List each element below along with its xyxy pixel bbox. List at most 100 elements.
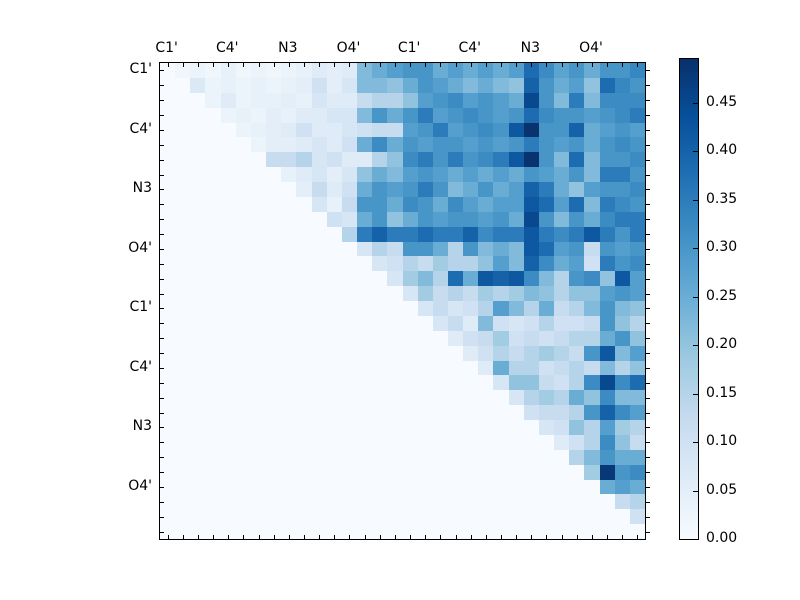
heatmap-cell [554,524,570,539]
heatmap-cell [281,241,297,257]
heatmap-cell [614,167,630,182]
heatmap-cell [569,122,585,138]
heatmap-cell [281,494,297,510]
axis-tick [607,535,609,539]
heatmap-cell [614,241,630,257]
axis-tick [379,535,381,539]
heatmap-cell [357,107,373,123]
heatmap-cell [478,434,494,450]
heatmap-cell [538,107,555,123]
axis-tick [410,63,412,67]
heatmap-cell [296,434,312,450]
axis-tick [516,535,518,539]
heatmap-cell [220,330,236,346]
axis-tick [258,63,260,67]
heatmap-cell [326,434,342,450]
heatmap-cell [599,226,615,242]
heatmap-cell [614,375,630,391]
axis-tick [160,501,164,503]
heatmap-cell [599,167,615,182]
heatmap-cell [523,241,539,257]
heatmap-cell [447,152,464,168]
heatmap-cell [523,167,539,182]
axis-tick [516,63,518,67]
axis-tick [501,63,503,67]
heatmap-cell [569,152,585,168]
heatmap-cell [372,256,388,272]
heatmap-cell [372,420,388,435]
heatmap-cell [372,464,388,480]
heatmap-cell [417,167,433,182]
heatmap-cell [250,315,267,331]
heatmap-cell [493,301,509,316]
heatmap-cell [584,479,600,495]
heatmap-cell [599,315,615,331]
heatmap-cell [508,196,524,212]
heatmap-cell [357,434,373,450]
heatmap-cell [538,152,555,168]
heatmap-cell [175,434,191,450]
heatmap-cell [341,524,358,539]
heatmap-cell [220,92,236,108]
axis-tick [645,323,650,325]
heatmap-cell [432,479,448,495]
heatmap-cell [508,420,524,435]
heatmap-cell [478,524,494,539]
heatmap-cell [387,226,403,242]
heatmap-cell [614,434,630,450]
heatmap-cell [629,479,645,495]
axis-tick [591,63,593,67]
heatmap-cell [584,449,600,465]
heatmap-cell [311,241,327,257]
heatmap-cell [493,345,509,361]
heatmap-cell [235,256,251,272]
heatmap-cell [357,152,373,168]
heatmap-cell [554,77,570,93]
heatmap-cell [554,122,570,138]
heatmap-cell [235,63,251,78]
heatmap-cell [538,464,555,480]
heatmap-cell [266,405,282,420]
heatmap-cell [175,390,191,406]
heatmap-cell [523,301,539,316]
heatmap-cell [266,375,282,391]
heatmap-cell [372,405,388,420]
heatmap-cell [387,211,403,227]
axis-tick [160,442,164,444]
heatmap-cell [175,241,191,257]
axis-tick [160,338,164,340]
heatmap-cell [523,107,539,123]
heatmap-cell [417,92,433,108]
colorbar-tick [693,102,698,104]
heatmap-cell [220,434,236,450]
axis-tick [160,70,164,72]
heatmap-cell [493,107,509,123]
heatmap-cell [569,524,585,539]
heatmap-cell [432,107,448,123]
heatmap-cell [584,286,600,301]
heatmap-cell [463,449,479,465]
heatmap-cell [523,211,539,227]
heatmap-cell [296,390,312,406]
heatmap-cell [614,494,630,510]
heatmap-cell [160,434,176,450]
heatmap-cell [432,226,448,242]
heatmap-cell [175,196,191,212]
heatmap-cell [220,449,236,465]
heatmap-cell [281,315,297,331]
heatmap-cell [235,494,251,510]
axis-tick [645,382,650,384]
heatmap-cell [447,137,464,153]
heatmap-cell [266,464,282,480]
heatmap-cell [235,137,251,153]
heatmap-cell [554,479,570,495]
heatmap-cell [311,509,327,525]
heatmap-cell [250,494,267,510]
heatmap-cell [629,315,645,331]
heatmap-cell [296,137,312,153]
heatmap-cell [523,420,539,435]
heatmap-cell [266,122,282,138]
heatmap-cell [629,137,645,153]
axis-tick [455,63,457,67]
x-tick-label: N3 [520,40,541,56]
